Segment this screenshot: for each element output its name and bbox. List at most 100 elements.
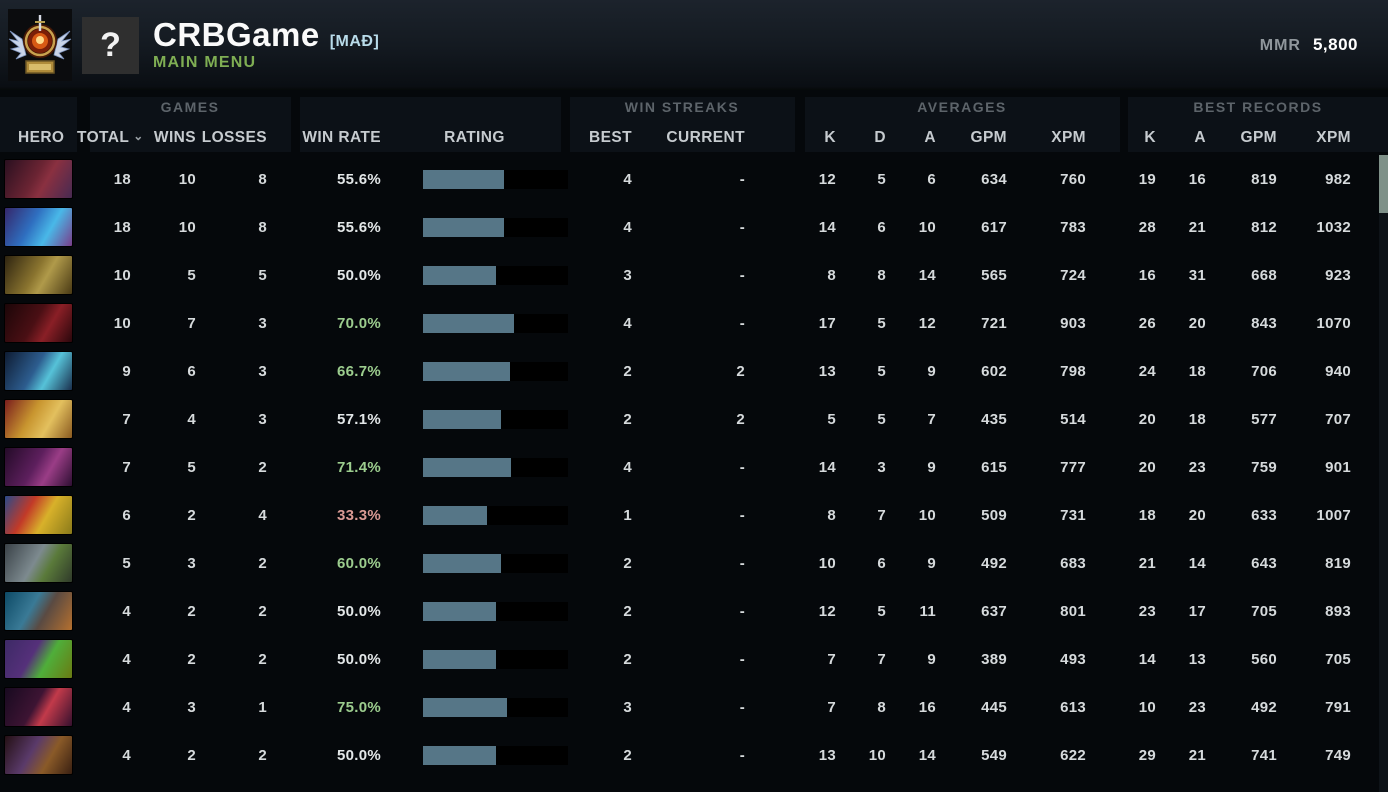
hero-row[interactable]: 9 6 3 66.7% 2 2 13 5 9 602 798 24 18 706 940 [0, 347, 1388, 395]
column-header-rating[interactable]: RATING [444, 129, 505, 146]
rating-bar-fill [423, 409, 502, 429]
record-assists-cell: 16 [1188, 170, 1206, 188]
hero-row[interactable]: 10 7 3 70.0% 4 - 17 5 12 721 903 26 20 843 1070 [0, 299, 1388, 347]
rating-bar-fill [423, 505, 487, 525]
avg-deaths-cell: 10 [868, 746, 886, 764]
record-kills-cell: 21 [1138, 554, 1156, 572]
column-header-current-streak[interactable]: CURRENT [666, 129, 745, 146]
rating-bar [423, 745, 568, 765]
record-gpm-cell: 492 [1251, 698, 1277, 716]
hero-row[interactable]: 4 2 2 50.0% 2 - 13 10 14 549 622 29 21 741 749 [0, 731, 1388, 779]
hero-row[interactable]: 18 10 8 55.6% 4 - 12 5 6 634 760 19 16 819 982 [0, 155, 1388, 203]
player-avatar[interactable]: ? [82, 16, 139, 74]
hero-row[interactable]: 5 3 2 60.0% 2 - 10 6 9 492 683 21 14 643 819 [0, 539, 1388, 587]
column-header-losses[interactable]: LOSSES [201, 129, 267, 146]
column-header-avg-kills[interactable]: K [824, 129, 836, 146]
column-header-hero[interactable]: HERO [18, 129, 65, 146]
column-header-avg-xpm[interactable]: XPM [1051, 129, 1086, 146]
column-header-win-rate[interactable]: WIN RATE [302, 129, 381, 146]
column-header-best-streak[interactable]: BEST [589, 129, 632, 146]
avg-gpm-cell: 549 [981, 746, 1007, 764]
current-streak-cell: - [739, 698, 745, 716]
record-kills-cell: 20 [1138, 458, 1156, 476]
hero-row[interactable]: 18 10 8 55.6% 4 - 14 6 10 617 783 28 21 812 1032 [0, 203, 1388, 251]
avg-gpm-cell: 565 [981, 266, 1007, 284]
column-header-record-gpm[interactable]: GPM [1240, 129, 1277, 146]
hero-row[interactable]: 4 2 2 50.0% 2 - 7 7 9 389 493 14 13 560 705 [0, 635, 1388, 683]
streaks-header-panel [570, 97, 795, 152]
losses-cell: 4 [258, 506, 267, 524]
hero-row[interactable]: 7 5 2 71.4% 4 - 14 3 9 615 777 20 23 759 901 [0, 443, 1388, 491]
avg-deaths-cell: 6 [877, 554, 886, 572]
column-header-avg-gpm[interactable]: GPM [970, 129, 1007, 146]
games-header-panel [90, 97, 291, 152]
wins-cell: 3 [187, 554, 196, 572]
column-header-avg-assists[interactable]: A [924, 129, 936, 146]
hero-row[interactable]: 4 3 1 75.0% 3 - 7 8 16 445 613 10 23 492 791 [0, 683, 1388, 731]
best-streak-cell: 2 [623, 602, 632, 620]
best-streak-cell: 2 [623, 362, 632, 380]
avg-gpm-cell: 637 [981, 602, 1007, 620]
hero-row[interactable]: 4 2 2 50.0% 2 - 12 5 11 637 801 23 17 705 893 [0, 587, 1388, 635]
avg-gpm-cell: 615 [981, 458, 1007, 476]
avg-kills-cell: 14 [818, 458, 836, 476]
record-xpm-cell: 1070 [1316, 314, 1351, 332]
avg-assists-cell: 9 [927, 650, 936, 668]
rating-bar-fill [423, 553, 502, 573]
record-xpm-cell: 707 [1325, 410, 1351, 428]
column-header-record-kills[interactable]: K [1144, 129, 1156, 146]
avg-deaths-cell: 5 [877, 170, 886, 188]
record-xpm-cell: 1032 [1316, 218, 1351, 236]
record-xpm-cell: 893 [1325, 602, 1351, 620]
group-label-win-streaks: WIN STREAKS [624, 99, 740, 115]
record-kills-cell: 29 [1138, 746, 1156, 764]
hero-cell [0, 304, 77, 342]
top-bar: ? CRBGame [MAÐ] MAIN MENU MMR 5,800 [0, 0, 1388, 90]
record-assists-cell: 21 [1188, 746, 1206, 764]
rating-bar [423, 601, 568, 621]
record-gpm-cell: 643 [1251, 554, 1277, 572]
wins-cell: 7 [187, 314, 196, 332]
column-header-total[interactable]: TOTAL ⌄ [77, 129, 143, 147]
hero-row[interactable]: 6 2 4 33.3% 1 - 8 7 10 509 731 18 20 633 1007 [0, 491, 1388, 539]
mmr-value: 5,800 [1312, 35, 1358, 54]
scrollbar-thumb[interactable] [1379, 155, 1388, 213]
avg-gpm-cell: 602 [981, 362, 1007, 380]
avg-kills-cell: 12 [818, 170, 836, 188]
record-gpm-cell: 741 [1251, 746, 1277, 764]
column-header-record-assists[interactable]: A [1194, 129, 1206, 146]
win-rate-cell: 70.0% [336, 314, 381, 332]
avg-xpm-cell: 731 [1060, 506, 1086, 524]
hero-cell [0, 160, 77, 198]
column-header-avg-deaths[interactable]: D [874, 129, 886, 146]
hero-row[interactable]: 7 4 3 57.1% 2 2 5 5 7 435 514 20 18 577 707 [0, 395, 1388, 443]
record-assists-cell: 13 [1188, 650, 1206, 668]
scrollbar-track[interactable] [1379, 155, 1388, 792]
record-kills-cell: 10 [1138, 698, 1156, 716]
rating-bar-fill [423, 601, 496, 621]
total-cell: 18 [113, 218, 131, 236]
column-header-wins[interactable]: WINS [153, 129, 196, 146]
rating-bar-fill [423, 265, 496, 285]
total-cell: 6 [122, 506, 131, 524]
hero-row[interactable]: 10 5 5 50.0% 3 - 8 8 14 565 724 16 31 668 923 [0, 251, 1388, 299]
avg-xpm-cell: 760 [1060, 170, 1086, 188]
wins-cell: 2 [187, 506, 196, 524]
best-streak-cell: 4 [623, 314, 632, 332]
avg-xpm-cell: 801 [1060, 602, 1086, 620]
current-streak-cell: 2 [736, 410, 745, 428]
hero-portrait-magnus-icon [5, 592, 72, 630]
avg-xpm-cell: 622 [1060, 746, 1086, 764]
record-kills-cell: 26 [1138, 314, 1156, 332]
hero-cell [0, 208, 77, 246]
win-rate-cell: 50.0% [336, 746, 381, 764]
record-assists-cell: 17 [1188, 602, 1206, 620]
avg-xpm-cell: 798 [1060, 362, 1086, 380]
hero-cell [0, 544, 77, 582]
rating-bar-fill [423, 361, 510, 381]
win-rate-cell: 50.0% [336, 602, 381, 620]
column-header-record-xpm[interactable]: XPM [1316, 129, 1351, 146]
record-gpm-cell: 705 [1251, 602, 1277, 620]
losses-cell: 5 [258, 266, 267, 284]
hero-cell [0, 688, 77, 726]
